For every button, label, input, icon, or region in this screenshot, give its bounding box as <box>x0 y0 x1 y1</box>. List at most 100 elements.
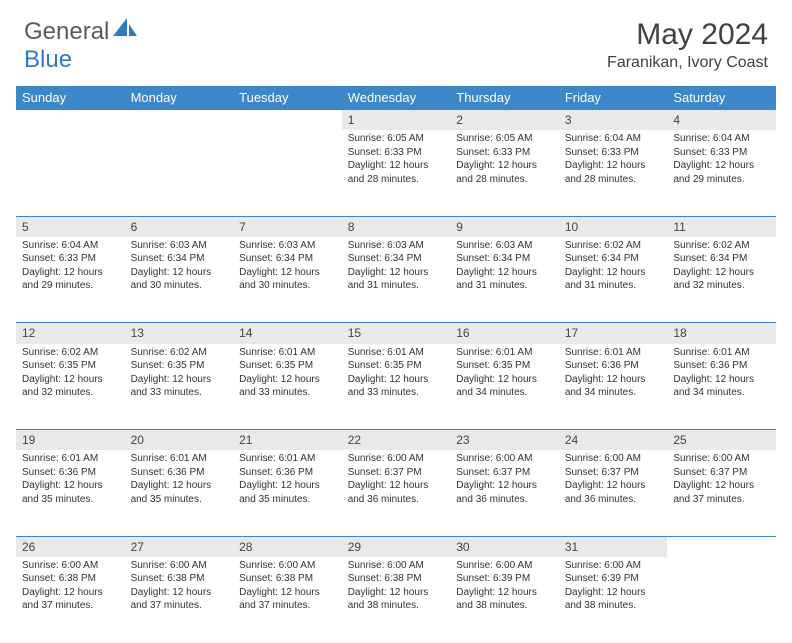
sunset-line: Sunset: 6:36 PM <box>131 466 228 480</box>
day-info-cell: Sunrise: 6:00 AMSunset: 6:38 PMDaylight:… <box>233 557 342 643</box>
sunrise-line: Sunrise: 6:01 AM <box>131 452 228 466</box>
day-number-cell: 6 <box>125 216 234 237</box>
daylight-line: Daylight: 12 hours and 38 minutes. <box>456 586 553 613</box>
daylight-line: Daylight: 12 hours and 31 minutes. <box>565 266 662 293</box>
sunset-line: Sunset: 6:36 PM <box>22 466 119 480</box>
day-number-cell: 31 <box>559 536 668 557</box>
calendar-table: Sunday Monday Tuesday Wednesday Thursday… <box>16 86 776 643</box>
sunset-line: Sunset: 6:38 PM <box>348 572 445 586</box>
day-info-cell <box>125 130 234 216</box>
sunrise-line: Sunrise: 6:01 AM <box>348 346 445 360</box>
day-number-cell: 2 <box>450 110 559 131</box>
day-info-cell: Sunrise: 6:00 AMSunset: 6:37 PMDaylight:… <box>559 450 668 536</box>
day-number-cell: 29 <box>342 536 451 557</box>
day-number-cell: 21 <box>233 430 342 451</box>
sunset-line: Sunset: 6:35 PM <box>348 359 445 373</box>
sunrise-line: Sunrise: 6:00 AM <box>456 559 553 573</box>
daylight-line: Daylight: 12 hours and 37 minutes. <box>131 586 228 613</box>
logo-sail-icon <box>113 18 139 43</box>
sunrise-line: Sunrise: 6:03 AM <box>456 239 553 253</box>
day-info-cell: Sunrise: 6:01 AMSunset: 6:36 PMDaylight:… <box>16 450 125 536</box>
day-number-cell: 25 <box>667 430 776 451</box>
day-info-row: Sunrise: 6:01 AMSunset: 6:36 PMDaylight:… <box>16 450 776 536</box>
daylight-line: Daylight: 12 hours and 34 minutes. <box>565 373 662 400</box>
sunset-line: Sunset: 6:34 PM <box>673 252 770 266</box>
sunrise-line: Sunrise: 6:04 AM <box>673 132 770 146</box>
day-number-cell: 8 <box>342 216 451 237</box>
sunset-line: Sunset: 6:35 PM <box>456 359 553 373</box>
sunset-line: Sunset: 6:33 PM <box>456 146 553 160</box>
day-info-cell: Sunrise: 6:01 AMSunset: 6:36 PMDaylight:… <box>667 344 776 430</box>
day-number-row: 262728293031 <box>16 536 776 557</box>
daylight-line: Daylight: 12 hours and 33 minutes. <box>348 373 445 400</box>
day-info-cell: Sunrise: 6:04 AMSunset: 6:33 PMDaylight:… <box>16 237 125 323</box>
title-block: May 2024 Faranikan, Ivory Coast <box>607 18 768 72</box>
day-number-cell: 11 <box>667 216 776 237</box>
sunset-line: Sunset: 6:36 PM <box>673 359 770 373</box>
daylight-line: Daylight: 12 hours and 30 minutes. <box>131 266 228 293</box>
sunrise-line: Sunrise: 6:00 AM <box>565 452 662 466</box>
sunrise-line: Sunrise: 6:03 AM <box>239 239 336 253</box>
sunset-line: Sunset: 6:33 PM <box>22 252 119 266</box>
daylight-line: Daylight: 12 hours and 36 minutes. <box>456 479 553 506</box>
sunrise-line: Sunrise: 6:02 AM <box>673 239 770 253</box>
daylight-line: Daylight: 12 hours and 28 minutes. <box>456 159 553 186</box>
day-info-cell: Sunrise: 6:03 AMSunset: 6:34 PMDaylight:… <box>450 237 559 323</box>
daylight-line: Daylight: 12 hours and 37 minutes. <box>22 586 119 613</box>
sunset-line: Sunset: 6:37 PM <box>565 466 662 480</box>
daylight-line: Daylight: 12 hours and 34 minutes. <box>456 373 553 400</box>
day-info-cell: Sunrise: 6:00 AMSunset: 6:38 PMDaylight:… <box>16 557 125 643</box>
daylight-line: Daylight: 12 hours and 28 minutes. <box>565 159 662 186</box>
day-number-cell: 1 <box>342 110 451 131</box>
day-number-cell <box>16 110 125 131</box>
location-label: Faranikan, Ivory Coast <box>607 54 768 72</box>
sunrise-line: Sunrise: 6:03 AM <box>131 239 228 253</box>
sunset-line: Sunset: 6:36 PM <box>239 466 336 480</box>
sunrise-line: Sunrise: 6:04 AM <box>565 132 662 146</box>
day-info-cell: Sunrise: 6:00 AMSunset: 6:37 PMDaylight:… <box>450 450 559 536</box>
sunset-line: Sunset: 6:34 PM <box>131 252 228 266</box>
day-info-cell <box>233 130 342 216</box>
sunset-line: Sunset: 6:37 PM <box>673 466 770 480</box>
sunset-line: Sunset: 6:37 PM <box>348 466 445 480</box>
sunrise-line: Sunrise: 6:02 AM <box>22 346 119 360</box>
day-info-row: Sunrise: 6:04 AMSunset: 6:33 PMDaylight:… <box>16 237 776 323</box>
sunrise-line: Sunrise: 6:01 AM <box>673 346 770 360</box>
daylight-line: Daylight: 12 hours and 35 minutes. <box>22 479 119 506</box>
sunset-line: Sunset: 6:35 PM <box>131 359 228 373</box>
day-info-row: Sunrise: 6:05 AMSunset: 6:33 PMDaylight:… <box>16 130 776 216</box>
day-info-cell: Sunrise: 6:00 AMSunset: 6:39 PMDaylight:… <box>559 557 668 643</box>
weekday-header: Monday <box>125 86 234 110</box>
day-info-cell: Sunrise: 6:01 AMSunset: 6:35 PMDaylight:… <box>450 344 559 430</box>
daylight-line: Daylight: 12 hours and 34 minutes. <box>673 373 770 400</box>
daylight-line: Daylight: 12 hours and 35 minutes. <box>131 479 228 506</box>
weekday-header: Wednesday <box>342 86 451 110</box>
day-number-cell: 10 <box>559 216 668 237</box>
sunset-line: Sunset: 6:37 PM <box>456 466 553 480</box>
day-info-cell: Sunrise: 6:03 AMSunset: 6:34 PMDaylight:… <box>342 237 451 323</box>
day-info-cell: Sunrise: 6:02 AMSunset: 6:35 PMDaylight:… <box>125 344 234 430</box>
day-info-cell: Sunrise: 6:04 AMSunset: 6:33 PMDaylight:… <box>667 130 776 216</box>
sunrise-line: Sunrise: 6:02 AM <box>565 239 662 253</box>
day-info-cell: Sunrise: 6:00 AMSunset: 6:38 PMDaylight:… <box>342 557 451 643</box>
logo-text-general: General <box>24 18 109 46</box>
day-info-cell: Sunrise: 6:00 AMSunset: 6:37 PMDaylight:… <box>342 450 451 536</box>
day-number-cell: 23 <box>450 430 559 451</box>
sunset-line: Sunset: 6:38 PM <box>22 572 119 586</box>
daylight-line: Daylight: 12 hours and 37 minutes. <box>239 586 336 613</box>
daylight-line: Daylight: 12 hours and 33 minutes. <box>239 373 336 400</box>
weekday-header-row: Sunday Monday Tuesday Wednesday Thursday… <box>16 86 776 110</box>
day-info-cell: Sunrise: 6:03 AMSunset: 6:34 PMDaylight:… <box>125 237 234 323</box>
day-number-cell: 16 <box>450 323 559 344</box>
day-number-cell: 13 <box>125 323 234 344</box>
day-info-cell: Sunrise: 6:01 AMSunset: 6:36 PMDaylight:… <box>559 344 668 430</box>
sunrise-line: Sunrise: 6:00 AM <box>239 559 336 573</box>
day-number-row: 19202122232425 <box>16 430 776 451</box>
day-number-cell: 15 <box>342 323 451 344</box>
sunrise-line: Sunrise: 6:01 AM <box>239 452 336 466</box>
sunset-line: Sunset: 6:33 PM <box>348 146 445 160</box>
sunset-line: Sunset: 6:35 PM <box>22 359 119 373</box>
sunrise-line: Sunrise: 6:00 AM <box>348 559 445 573</box>
sunset-line: Sunset: 6:33 PM <box>565 146 662 160</box>
day-number-cell: 3 <box>559 110 668 131</box>
